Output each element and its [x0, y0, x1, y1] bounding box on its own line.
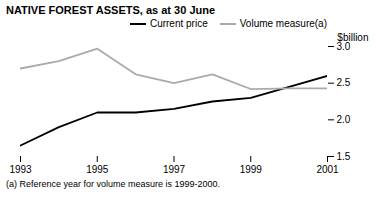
svg-text:2001: 2001 [316, 164, 339, 175]
svg-text:2.0: 2.0 [337, 114, 351, 125]
html-text:Volume measure(a): Volume measure(a) [239, 18, 327, 29]
svg-text:1995: 1995 [86, 164, 109, 175]
svg-text:1997: 1997 [163, 164, 186, 175]
svg-text:1993: 1993 [9, 164, 32, 175]
html-text:Current price: Current price [149, 18, 208, 29]
html-text:NATIVE FOREST ASSETS, as at 30: NATIVE FOREST ASSETS, as at 30 June [6, 4, 216, 16]
svg-text:3.0: 3.0 [336, 40, 351, 52]
svg-text:$billion: $billion [337, 32, 368, 43]
svg-text:1.5: 1.5 [337, 151, 351, 162]
svg-text:1999: 1999 [240, 164, 263, 175]
svg-text:2.5: 2.5 [337, 77, 351, 88]
html-text:(a) Reference year for volume: (a) Reference year for volume measure is… [6, 179, 221, 189]
